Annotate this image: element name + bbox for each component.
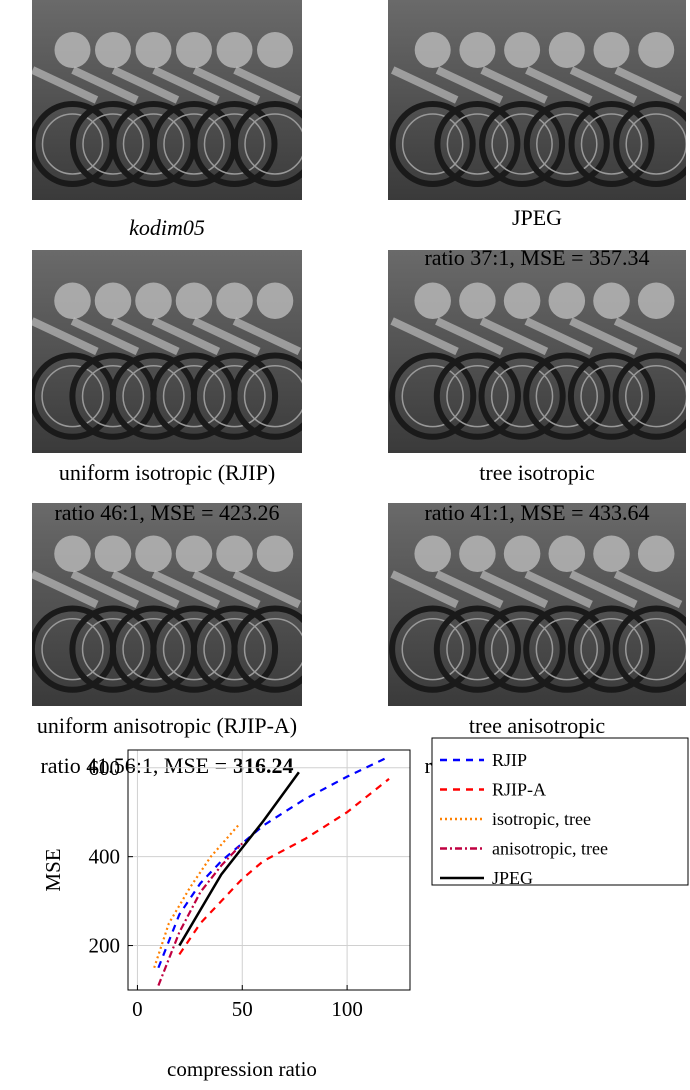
series-line (179, 779, 389, 955)
image-kodim05 (32, 0, 302, 200)
x-axis-label: compression ratio (167, 1057, 317, 1081)
legend-label: RJIP (492, 750, 527, 770)
caption-title: kodim05 (17, 208, 317, 248)
photo (32, 503, 302, 706)
y-axis-label: MSE (41, 848, 65, 891)
photo (388, 0, 686, 200)
image-tree-isotropic (388, 250, 686, 453)
legend-label: RJIP-A (492, 780, 546, 800)
caption-stats: ratio 37:1, MSE = 357.34 (382, 238, 690, 278)
series-line (158, 757, 389, 968)
image-tree-anisotropic (388, 503, 686, 706)
y-tick-label: 400 (89, 845, 121, 869)
caption-title: uniform isotropic (RJIP) (7, 453, 327, 493)
y-tick-label: 600 (89, 756, 121, 780)
legend-label: isotropic, tree (492, 809, 591, 829)
figure-page: {"figure": {"panels": [ {"title": "kodim… (0, 0, 690, 1090)
caption: uniform isotropic (RJIP) ratio 46:1, MSE… (7, 453, 327, 533)
image-jpeg (388, 0, 686, 200)
legend-label: JPEG (492, 868, 533, 888)
series-line (154, 826, 238, 968)
caption: kodim05 (17, 208, 317, 248)
caption-stats: ratio 46:1, MSE = 423.26 (7, 493, 327, 533)
caption-title: tree isotropic (382, 453, 690, 493)
photo (32, 0, 302, 200)
photo (388, 503, 686, 706)
caption-title: JPEG (382, 198, 690, 238)
caption: tree isotropic ratio 41:1, MSE = 433.64 (382, 453, 690, 533)
photo (388, 250, 686, 453)
image-rjip-a (32, 503, 302, 706)
x-tick-label: 0 (132, 997, 143, 1021)
chart: compression ratio MSE 0 50 100 200 400 600 RJI… (0, 730, 690, 1090)
legend-label: anisotropic, tree (492, 839, 608, 859)
x-tick-label: 100 (331, 997, 363, 1021)
x-tick-label: 50 (232, 997, 253, 1021)
series-line (179, 772, 299, 945)
photo (32, 250, 302, 453)
y-tick-label: 200 (89, 934, 121, 958)
caption: JPEG ratio 37:1, MSE = 357.34 (382, 198, 690, 278)
caption-stats: ratio 41:1, MSE = 433.64 (382, 493, 690, 533)
image-rjip (32, 250, 302, 453)
